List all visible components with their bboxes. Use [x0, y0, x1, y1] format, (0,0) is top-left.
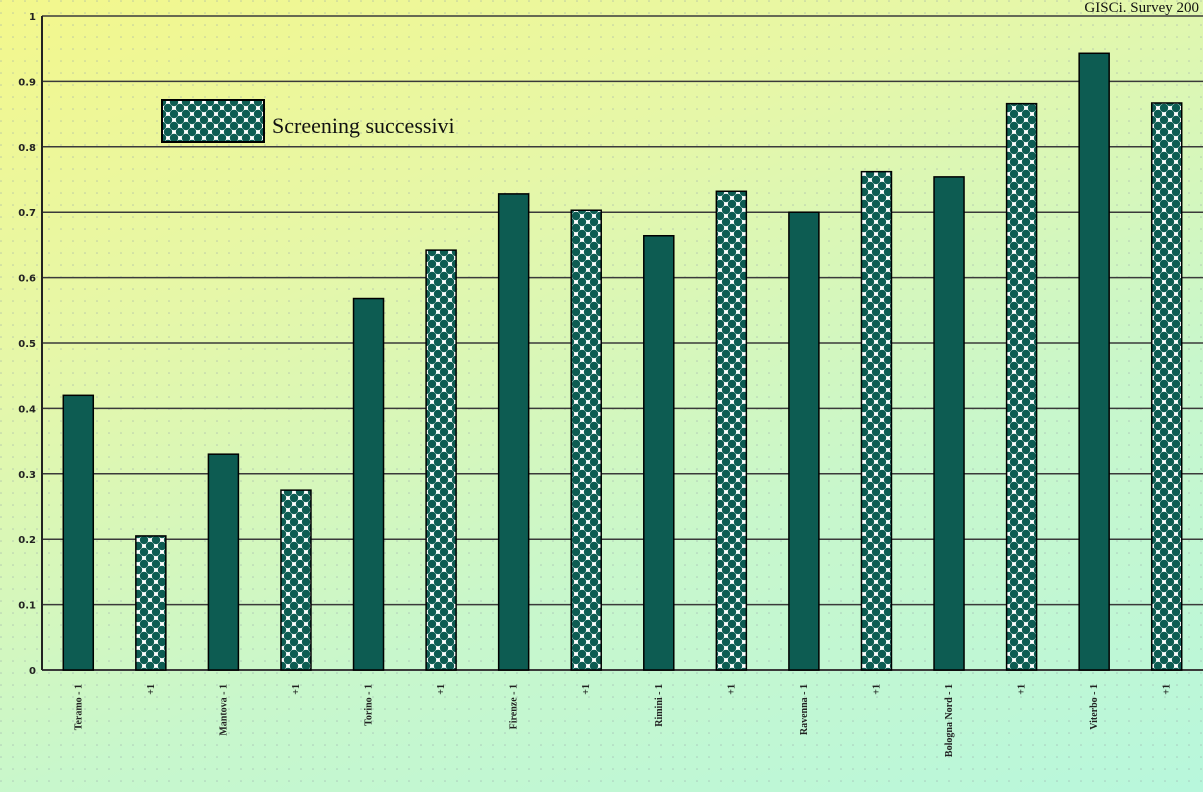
- x-tick-label: Firenze - 1: [509, 684, 520, 729]
- x-tick-label: Viterbo - 1: [1089, 684, 1100, 730]
- y-tick-label: 0.9: [18, 77, 36, 88]
- x-tick-label: Rimini - 1: [654, 684, 665, 727]
- legend: Screening successivi: [161, 99, 455, 143]
- bar-7: [497, 193, 530, 671]
- x-tick-label: Teramo - 1: [73, 684, 84, 730]
- y-tick-label: 0.3: [18, 470, 36, 481]
- y-tick-label: 1: [29, 12, 36, 23]
- source-note: GISCi. Survey 200: [1084, 0, 1199, 16]
- y-tick-label: 0.4: [18, 404, 36, 415]
- y-tick-label: 0.7: [18, 208, 36, 219]
- bar-8: [570, 209, 602, 671]
- x-tick-labels: Teramo - 1 +1 Mantova - 1 +1 Torino - 1 +1 Fir…: [73, 684, 1172, 757]
- x-tick-label: +1: [436, 684, 447, 695]
- bar-11: [788, 211, 820, 671]
- legend-swatch: [161, 99, 265, 143]
- x-tick-label: Mantova - 1: [218, 684, 229, 736]
- x-tick-label: Torino - 1: [364, 684, 375, 726]
- y-tick-label: 0.6: [18, 274, 36, 285]
- bar-10: [715, 190, 748, 671]
- x-tick-label: +1: [871, 684, 882, 695]
- x-tick-label: +1: [726, 684, 737, 695]
- bar-2: [135, 535, 167, 671]
- y-tick-label: 0.1: [18, 601, 36, 612]
- x-tick-label: +1: [291, 684, 302, 695]
- bar-12: [860, 170, 893, 671]
- y-tick-label: 0.2: [18, 535, 36, 546]
- y-tick-label: 0.8: [18, 143, 36, 154]
- x-tick-label: Bologna Nord - 1: [944, 684, 955, 757]
- bar-4: [280, 489, 312, 671]
- y-tick-labels: 0 0.1 0.2 0.3 0.4 0.5 0.6 0.7 0.8 0.9 1: [18, 12, 36, 677]
- y-tick-label: 0.5: [18, 339, 36, 350]
- y-tick-label: 0: [29, 666, 36, 677]
- x-tick-label: Ravenna - 1: [799, 684, 810, 735]
- legend-label: Screening successivi: [272, 113, 455, 138]
- bar-9: [643, 234, 675, 671]
- bar-1: [62, 394, 95, 671]
- bar-5: [352, 297, 385, 671]
- bars-layer: [62, 52, 1183, 671]
- x-tick-label: +1: [581, 684, 592, 695]
- bar-16: [1150, 102, 1183, 671]
- bar-15: [1078, 52, 1110, 671]
- x-tick-label: +1: [146, 684, 157, 695]
- bar-14: [1005, 102, 1038, 671]
- x-tick-label: +1: [1162, 684, 1173, 695]
- x-tick-label: +1: [1017, 684, 1028, 695]
- bar-3: [207, 453, 240, 671]
- bar-13: [933, 176, 965, 671]
- bar-6: [425, 249, 457, 671]
